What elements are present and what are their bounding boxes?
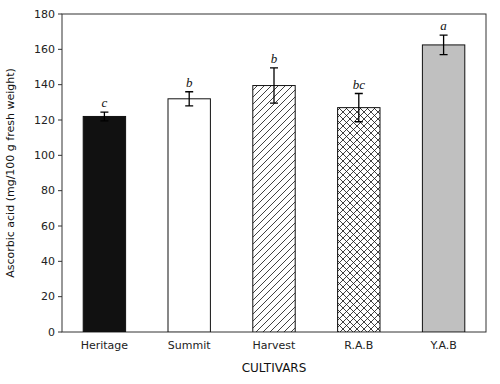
- y-tick: [58, 155, 62, 156]
- y-tick-label: 100: [34, 149, 55, 162]
- stat-label: c: [102, 95, 108, 110]
- error-bar: [100, 112, 108, 121]
- chart-svg: 0 20 40 60 80 100 120 140 160 180 Heritage Summit Ha…: [0, 0, 500, 384]
- bar: [83, 116, 125, 332]
- y-tick-label: 60: [41, 220, 55, 233]
- stat-label: a: [440, 18, 447, 33]
- y-tick: [58, 261, 62, 262]
- error-bar: [355, 94, 363, 122]
- error-bar: [440, 35, 448, 54]
- bar: [253, 86, 295, 332]
- bar: [338, 108, 380, 332]
- y-tick: [58, 190, 62, 191]
- error-bar: [270, 68, 278, 103]
- y-tick-label: 120: [34, 114, 55, 127]
- y-tick: [58, 14, 62, 15]
- y-tick: [58, 84, 62, 85]
- y-tick-label: 180: [34, 8, 55, 21]
- x-tick-label: Heritage: [81, 339, 129, 352]
- y-axis-title: Ascorbic acid (mg/100 g fresh weight): [4, 68, 17, 278]
- y-tick-label: 80: [41, 184, 55, 197]
- y-tick-label: 20: [41, 290, 55, 303]
- y-tick-label: 0: [48, 326, 55, 339]
- plot-frame: [62, 14, 486, 332]
- y-tick: [58, 49, 62, 50]
- y-tick: [58, 332, 62, 333]
- x-axis-title: CULTIVARS: [242, 361, 307, 375]
- y-tick: [58, 296, 62, 297]
- stat-label: bc: [353, 77, 366, 92]
- stat-label: b: [271, 51, 278, 66]
- x-tick-label: R.A.B: [344, 339, 373, 352]
- y-tick: [58, 120, 62, 121]
- annotations: c b b bc a: [102, 18, 448, 110]
- bar: [168, 99, 210, 332]
- bar: [422, 45, 464, 332]
- chart-container: 0 20 40 60 80 100 120 140 160 180 Heritage Summit Ha…: [0, 0, 500, 384]
- y-tick-label: 160: [34, 43, 55, 56]
- y-tick: [58, 226, 62, 227]
- error-bar: [185, 92, 193, 106]
- axes: 0 20 40 60 80 100 120 140 160 180 Heritage Summit Ha…: [34, 8, 486, 353]
- y-tick-label: 40: [41, 255, 55, 268]
- x-tick-label: Summit: [168, 339, 211, 352]
- y-tick-label: 140: [34, 78, 55, 91]
- x-tick-label: Harvest: [253, 339, 297, 352]
- plot-area: [83, 35, 465, 332]
- stat-label: b: [186, 75, 193, 90]
- x-tick-label: Y.A.B: [429, 339, 456, 352]
